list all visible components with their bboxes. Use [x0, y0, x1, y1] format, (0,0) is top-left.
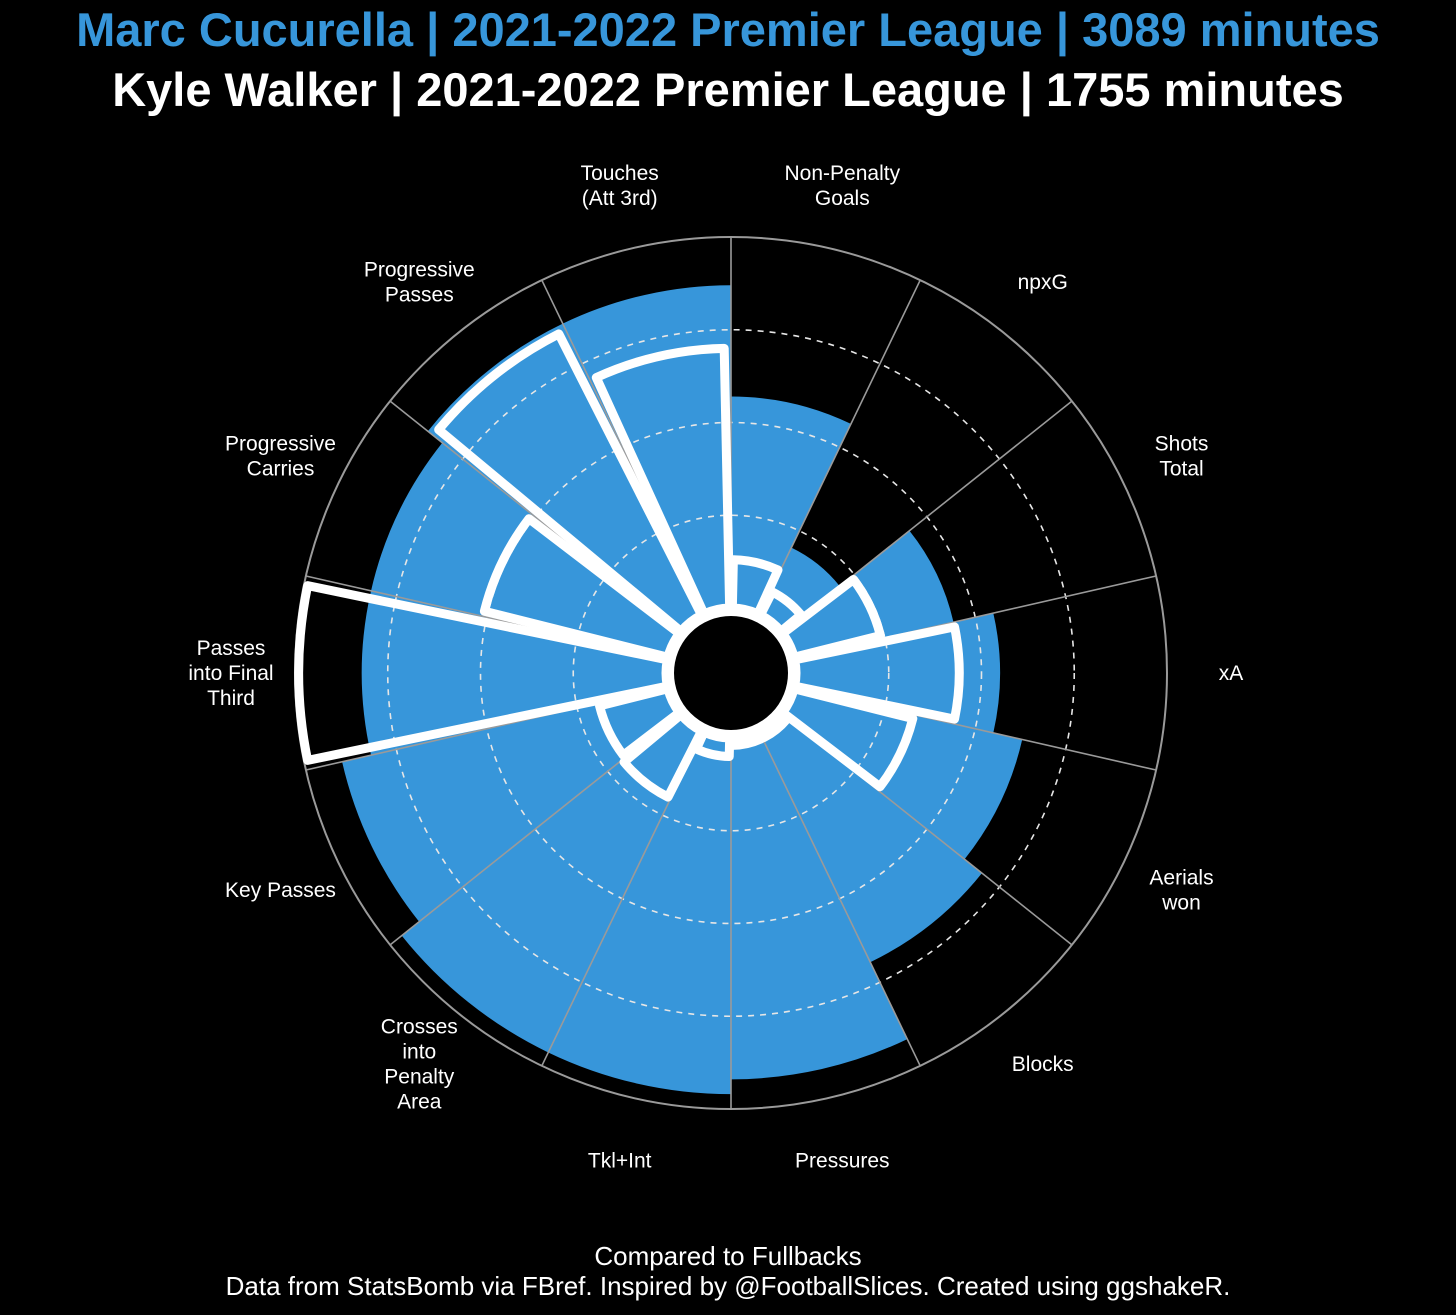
category-label-progressive-carries: Progressive Carries	[225, 433, 336, 481]
category-label-passes-into-final-third: Passes into Final Third	[188, 637, 273, 710]
category-label-line: into Final	[188, 662, 273, 685]
category-label-line: Area	[397, 1090, 442, 1113]
bar-player1-crosses-into-penalty-area	[401, 713, 703, 1053]
bar-player1-aerials-won	[781, 687, 1023, 860]
category-label-progressive-passes: Progressive Passes	[364, 259, 475, 307]
category-label-line: Passes	[385, 284, 454, 307]
caption-comparison: Compared to Fullbacks	[594, 1241, 862, 1271]
category-label-line: (Att 3rd)	[582, 187, 658, 210]
bar-player1-touches-att-3rd	[562, 285, 731, 615]
chart-title-player1: Marc Cucurella | 2021-2022 Premier Leagu…	[76, 3, 1380, 56]
bar-player1-blocks	[759, 713, 982, 963]
center-hole	[666, 608, 796, 738]
bar-player1-key-passes	[342, 687, 681, 922]
category-label-line: Blocks	[1012, 1053, 1074, 1076]
category-label-line: Progressive	[225, 433, 336, 456]
category-label-non-penalty-goals: Non-Penalty Goals	[785, 162, 901, 210]
category-label-line: Touches	[581, 162, 659, 185]
bar-player1-passes-into-final-third	[361, 590, 668, 756]
category-label-line: Crosses	[381, 1015, 458, 1038]
category-label-line: Pressures	[795, 1150, 890, 1173]
category-label-line: won	[1161, 891, 1201, 914]
category-label-line: Goals	[815, 187, 870, 210]
chart-title-player2: Kyle Walker | 2021-2022 Premier League |…	[112, 63, 1344, 116]
bar-player1-progressive-carries	[371, 442, 681, 659]
category-label-line: Total	[1159, 458, 1203, 481]
category-label-pressures: Pressures	[795, 1150, 890, 1173]
bar-player1-tkl-int	[548, 731, 731, 1095]
bar-player1-npxg	[759, 547, 840, 633]
category-labels: Non-Penalty Goals npxG Shots Total xA Aerials w…	[188, 162, 1243, 1173]
category-label-key-passes: Key Passes	[225, 879, 336, 902]
category-label-line: Penalty	[384, 1065, 455, 1088]
grid-ring-75	[386, 328, 1076, 1018]
category-label-line: Tkl+Int	[588, 1150, 652, 1173]
category-label-npxg: npxG	[1018, 271, 1068, 294]
category-label-touches-att-3rd: Touches (Att 3rd)	[581, 162, 659, 210]
bar-player1-xa	[794, 613, 1001, 733]
category-label-shots-total: Shots Total	[1155, 433, 1209, 481]
category-label-line: Key Passes	[225, 879, 336, 902]
bar-player1-progressive-passes	[427, 323, 703, 633]
category-label-line: Progressive	[364, 259, 475, 282]
category-label-aerials-won: Aerials won	[1149, 866, 1213, 914]
category-label-line: npxG	[1018, 271, 1068, 294]
category-label-line: Non-Penalty	[785, 162, 901, 185]
grid-ring-25	[572, 514, 890, 832]
category-label-line: Passes	[197, 637, 266, 660]
category-label-line: Aerials	[1149, 866, 1213, 889]
category-label-xa: xA	[1219, 662, 1244, 685]
category-label-line: xA	[1219, 662, 1244, 685]
category-label-line: Carries	[247, 458, 315, 481]
caption-credits: Data from StatsBomb via FBref. Inspired …	[225, 1271, 1231, 1301]
category-label-line: into	[402, 1040, 436, 1063]
category-label-crosses-into-penalty-area: Crosses into Penalty Area	[381, 1015, 458, 1113]
category-label-blocks: Blocks	[1012, 1053, 1074, 1076]
category-label-line: Third	[207, 687, 255, 710]
bar-player1-pressures	[731, 731, 908, 1080]
series-player1-bars	[342, 285, 1023, 1095]
category-label-tkl-int: Tkl+Int	[588, 1150, 652, 1173]
category-label-line: Shots	[1155, 433, 1209, 456]
